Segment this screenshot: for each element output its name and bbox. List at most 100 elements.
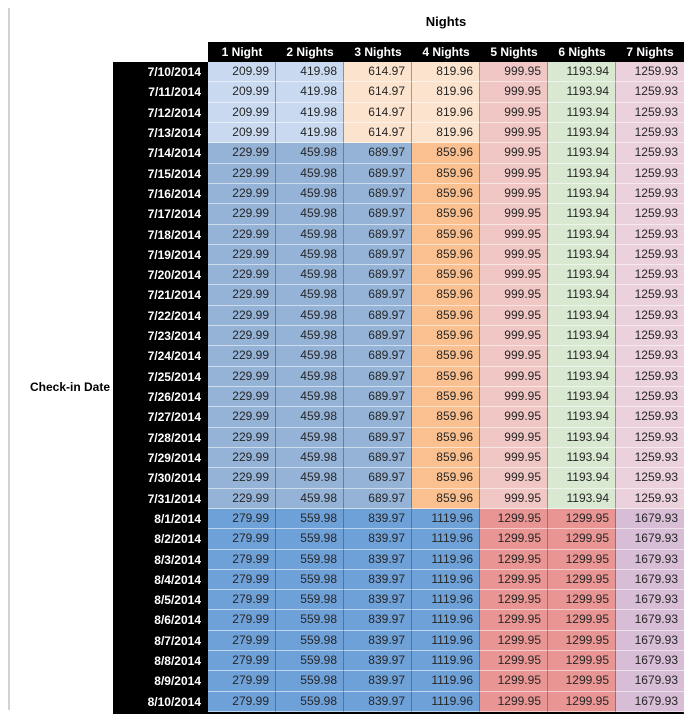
- column-header-cell-4[interactable]: 4 Nights: [422, 45, 470, 59]
- price-cell[interactable]: 999.95: [480, 143, 548, 164]
- price-cell[interactable]: 229.99: [208, 346, 276, 367]
- price-cell[interactable]: 209.99: [208, 102, 276, 123]
- price-cell[interactable]: 229.99: [208, 468, 276, 489]
- price-cell[interactable]: 279.99: [208, 569, 276, 591]
- price-cell[interactable]: 1259.93: [616, 346, 684, 367]
- price-cell[interactable]: 859.96: [412, 285, 480, 306]
- price-cell[interactable]: 999.95: [480, 62, 548, 83]
- price-cell[interactable]: 1299.95: [548, 569, 616, 591]
- price-cell[interactable]: 689.97: [344, 366, 412, 387]
- price-cell[interactable]: 1119.96: [412, 691, 480, 712]
- price-cell[interactable]: 1193.94: [548, 62, 616, 83]
- price-cell[interactable]: 689.97: [344, 285, 412, 306]
- price-cell[interactable]: 1119.96: [412, 651, 480, 672]
- price-cell[interactable]: 1299.95: [548, 671, 616, 692]
- price-cell[interactable]: 1679.93: [616, 569, 684, 591]
- price-cell[interactable]: 1299.95: [548, 529, 616, 550]
- checkin-date-cell[interactable]: 7/30/2014: [147, 471, 201, 486]
- checkin-date-cell[interactable]: 8/9/2014: [154, 674, 201, 689]
- checkin-date-cell[interactable]: 7/10/2014: [147, 65, 201, 79]
- price-cell[interactable]: 419.98: [276, 62, 344, 83]
- price-cell[interactable]: 859.96: [412, 265, 480, 286]
- price-cell[interactable]: 279.99: [208, 691, 276, 712]
- price-cell[interactable]: 689.97: [344, 407, 412, 428]
- price-cell[interactable]: 859.96: [412, 204, 480, 225]
- checkin-date-cell[interactable]: 7/22/2014: [147, 308, 201, 323]
- price-cell[interactable]: 279.99: [208, 508, 276, 530]
- price-cell[interactable]: 1259.93: [616, 163, 684, 184]
- price-cell[interactable]: 1119.96: [412, 590, 480, 611]
- price-cell[interactable]: 229.99: [208, 265, 276, 286]
- checkin-date-cell[interactable]: 7/19/2014: [147, 247, 201, 262]
- price-cell[interactable]: 459.98: [276, 244, 344, 266]
- price-cell[interactable]: 1259.93: [616, 366, 684, 387]
- price-cell[interactable]: 999.95: [480, 244, 548, 266]
- price-cell[interactable]: 1679.93: [616, 691, 684, 712]
- price-cell[interactable]: 1679.93: [616, 671, 684, 692]
- price-cell[interactable]: 819.96: [412, 62, 480, 83]
- price-cell[interactable]: 859.96: [412, 244, 480, 266]
- price-cell[interactable]: 839.97: [344, 630, 412, 652]
- checkin-date-cell[interactable]: 7/31/2014: [147, 491, 201, 506]
- price-cell[interactable]: 999.95: [480, 346, 548, 367]
- checkin-date-cell[interactable]: 7/28/2014: [147, 430, 201, 445]
- price-cell[interactable]: 1259.93: [616, 143, 684, 164]
- checkin-date-cell[interactable]: 7/27/2014: [147, 410, 201, 425]
- price-cell[interactable]: 1193.94: [548, 305, 616, 327]
- price-cell[interactable]: 1193.94: [548, 102, 616, 123]
- price-cell[interactable]: 999.95: [480, 163, 548, 184]
- price-cell[interactable]: 1299.95: [480, 529, 548, 550]
- price-cell[interactable]: 229.99: [208, 366, 276, 387]
- price-cell[interactable]: 459.98: [276, 366, 344, 387]
- price-cell[interactable]: 229.99: [208, 305, 276, 327]
- price-cell[interactable]: 1193.94: [548, 122, 616, 144]
- price-cell[interactable]: 1259.93: [616, 244, 684, 266]
- price-cell[interactable]: 859.96: [412, 183, 480, 205]
- price-cell[interactable]: 859.96: [412, 326, 480, 347]
- price-cell[interactable]: 1119.96: [412, 630, 480, 652]
- price-cell[interactable]: 279.99: [208, 590, 276, 611]
- price-cell[interactable]: 459.98: [276, 387, 344, 408]
- price-cell[interactable]: 999.95: [480, 447, 548, 469]
- price-cell[interactable]: 1259.93: [616, 285, 684, 306]
- checkin-date-cell[interactable]: 7/16/2014: [147, 186, 201, 201]
- price-cell[interactable]: 1299.95: [548, 590, 616, 611]
- price-cell[interactable]: 819.96: [412, 82, 480, 103]
- price-cell[interactable]: 1193.94: [548, 204, 616, 225]
- price-cell[interactable]: 279.99: [208, 529, 276, 550]
- price-cell[interactable]: 459.98: [276, 447, 344, 469]
- price-cell[interactable]: 459.98: [276, 265, 344, 286]
- price-cell[interactable]: 1679.93: [616, 630, 684, 652]
- checkin-date-cell[interactable]: 7/20/2014: [147, 268, 201, 283]
- checkin-date-cell[interactable]: 7/23/2014: [147, 329, 201, 344]
- price-cell[interactable]: 839.97: [344, 671, 412, 692]
- checkin-date-cell[interactable]: 7/21/2014: [147, 288, 201, 303]
- price-cell[interactable]: 819.96: [412, 122, 480, 144]
- price-cell[interactable]: 689.97: [344, 265, 412, 286]
- price-cell[interactable]: 459.98: [276, 183, 344, 205]
- price-cell[interactable]: 1299.95: [480, 590, 548, 611]
- price-cell[interactable]: 1259.93: [616, 305, 684, 327]
- price-cell[interactable]: 559.98: [276, 691, 344, 712]
- price-cell[interactable]: 839.97: [344, 691, 412, 712]
- price-cell[interactable]: 1193.94: [548, 183, 616, 205]
- price-cell[interactable]: 999.95: [480, 387, 548, 408]
- price-cell[interactable]: 279.99: [208, 651, 276, 672]
- checkin-date-cell[interactable]: 7/14/2014: [147, 146, 201, 161]
- price-cell[interactable]: 459.98: [276, 163, 344, 184]
- price-cell[interactable]: 229.99: [208, 407, 276, 428]
- checkin-date-cell[interactable]: 8/6/2014: [154, 613, 201, 628]
- price-cell[interactable]: 1259.93: [616, 183, 684, 205]
- column-header-cell-5[interactable]: 5 Nights: [490, 45, 538, 59]
- price-cell[interactable]: 1119.96: [412, 569, 480, 591]
- checkin-date-cell[interactable]: 7/15/2014: [147, 166, 201, 181]
- price-cell[interactable]: 839.97: [344, 590, 412, 611]
- price-cell[interactable]: 1193.94: [548, 427, 616, 448]
- price-cell[interactable]: 1299.95: [480, 651, 548, 672]
- price-cell[interactable]: 229.99: [208, 244, 276, 266]
- price-cell[interactable]: 559.98: [276, 610, 344, 631]
- price-cell[interactable]: 839.97: [344, 529, 412, 550]
- price-cell[interactable]: 1679.93: [616, 549, 684, 570]
- price-cell[interactable]: 859.96: [412, 305, 480, 327]
- price-cell[interactable]: 839.97: [344, 569, 412, 591]
